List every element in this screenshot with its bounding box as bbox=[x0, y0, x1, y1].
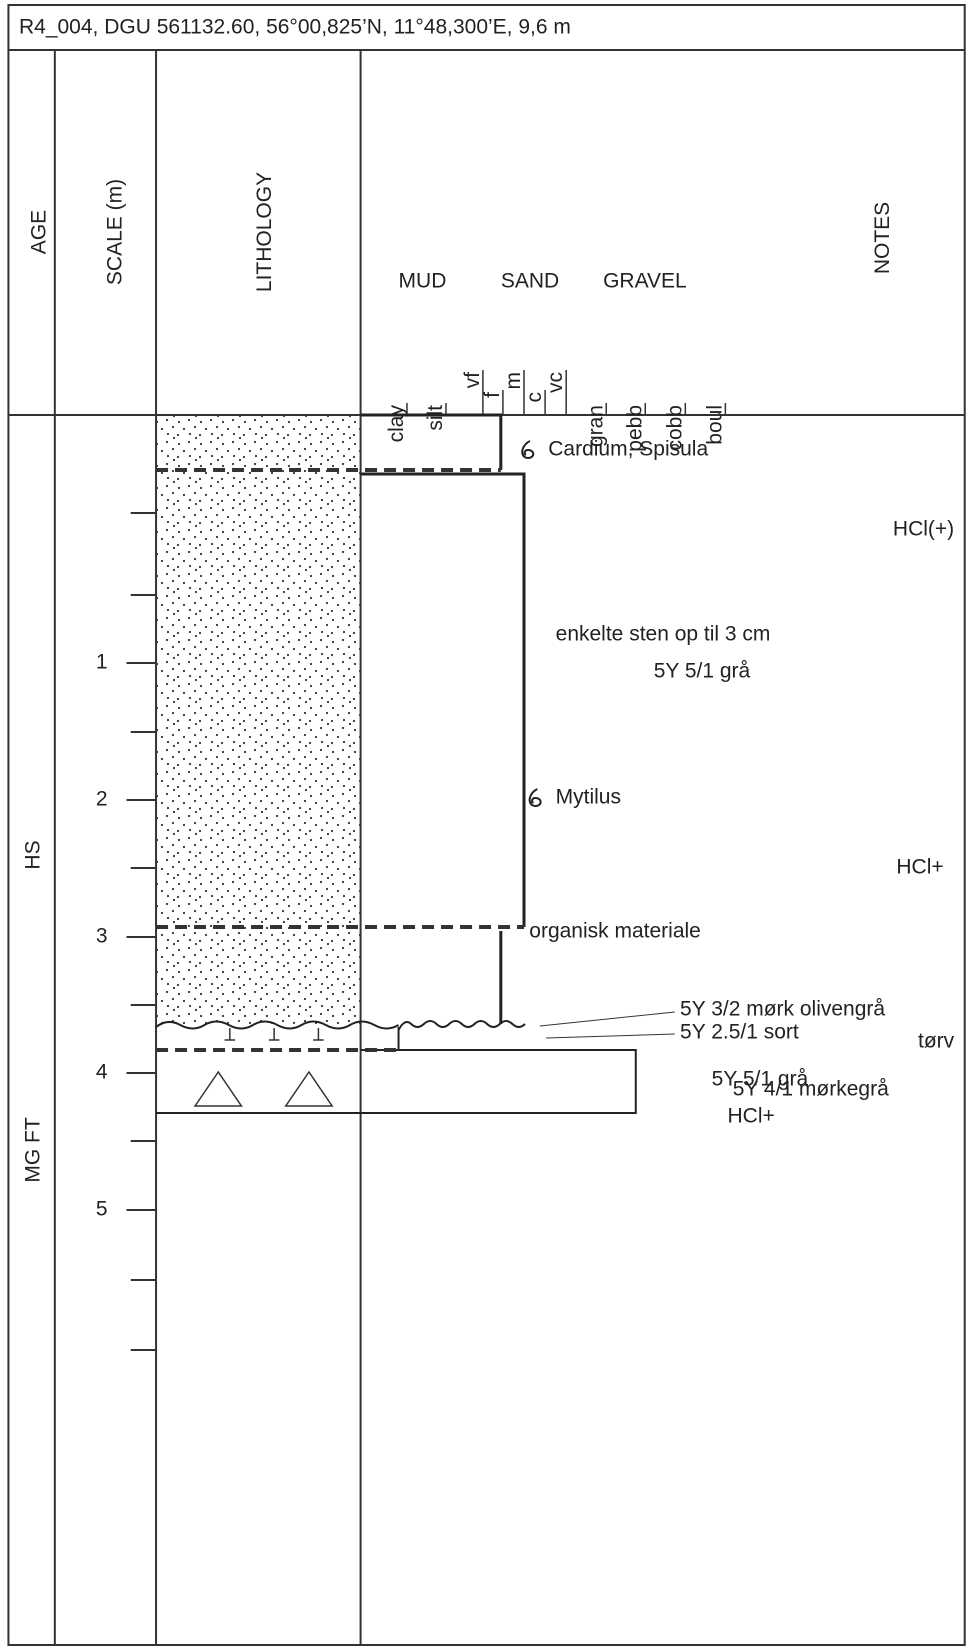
note: tørv bbox=[918, 1030, 955, 1053]
note: Mytilus bbox=[556, 786, 621, 809]
bed-outline bbox=[360, 472, 526, 927]
scale-label: 5 bbox=[96, 1198, 108, 1221]
gravel-symbol bbox=[193, 1070, 243, 1107]
bed-base-wavy bbox=[155, 1020, 400, 1030]
note: 5Y 5/1 grå bbox=[654, 660, 751, 683]
column-title: SCALE (m) bbox=[104, 179, 127, 285]
age-unit: MG FT bbox=[21, 1117, 44, 1182]
age-unit: HS bbox=[21, 840, 44, 869]
grain-class: GRAVEL bbox=[603, 270, 687, 293]
grain-tick-label: boul bbox=[703, 405, 726, 445]
column-title: AGE bbox=[28, 210, 51, 254]
grain-tick-label: clay bbox=[385, 405, 408, 443]
note: organisk materiale bbox=[529, 920, 701, 943]
note: enkelte sten op til 3 cm bbox=[556, 623, 771, 646]
note: Cardium, Spisula bbox=[548, 438, 708, 461]
scale-label: 4 bbox=[96, 1061, 108, 1084]
scale-label: 1 bbox=[96, 651, 108, 674]
note: HCl+ bbox=[728, 1105, 775, 1128]
grain-tick-label: gran bbox=[584, 405, 607, 447]
grain-class: MUD bbox=[399, 270, 447, 293]
header-title: R4_004, DGU 561132.60, 56°00,825’N, 11°4… bbox=[19, 16, 571, 39]
rule bbox=[539, 1011, 675, 1027]
grain-tick-label: cobb bbox=[663, 405, 686, 451]
bed-outline bbox=[360, 413, 503, 470]
note: 5Y 4/1 mørkegrå bbox=[733, 1078, 889, 1101]
grain-tick-label: f bbox=[481, 392, 504, 398]
rule bbox=[546, 1033, 675, 1039]
note: HCl(+) bbox=[893, 518, 954, 541]
note: 5Y 5/1 grå bbox=[712, 1068, 809, 1091]
grain-tick-label: c bbox=[523, 392, 546, 403]
sand-fill bbox=[156, 415, 361, 1027]
column-title: LITHOLOGY bbox=[253, 172, 276, 292]
column-title: NOTES bbox=[871, 202, 894, 274]
gravel-symbol bbox=[284, 1070, 334, 1107]
bed-outline bbox=[156, 1049, 637, 1114]
frame bbox=[7, 4, 966, 1646]
grain-tick-label: m bbox=[502, 372, 525, 390]
scale-label: 3 bbox=[96, 925, 108, 948]
note: 5Y 3/2 mørk olivengrå bbox=[680, 998, 885, 1021]
shell-icon bbox=[521, 440, 535, 460]
note: HCl+ bbox=[896, 856, 943, 879]
grain-class: SAND bbox=[501, 270, 559, 293]
grain-tick-label: silt bbox=[424, 405, 447, 431]
grain-tick-label: vf bbox=[461, 372, 484, 389]
grain-tick-label: vc bbox=[544, 372, 567, 393]
note: 5Y 2.5/1 sort bbox=[680, 1021, 799, 1044]
scale-label: 2 bbox=[96, 788, 108, 811]
bed-base-wavy bbox=[397, 1020, 526, 1031]
shell-icon bbox=[528, 788, 542, 808]
grain-tick-label: pebb bbox=[623, 405, 646, 452]
